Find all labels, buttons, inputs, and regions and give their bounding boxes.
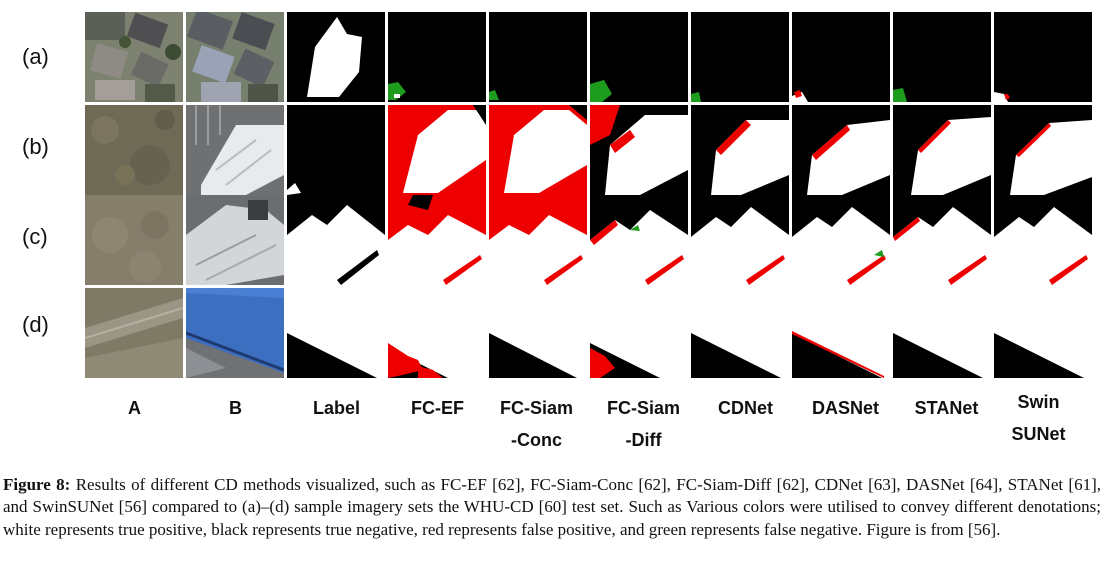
column-label-cdnet: CDNet xyxy=(695,392,796,424)
row-label-a: (a) xyxy=(22,44,49,69)
column-label-b: B xyxy=(185,392,286,424)
image-a-b xyxy=(85,105,183,195)
row-label-c: (c) xyxy=(22,224,48,249)
caption-text: Results of different CD methods visualiz… xyxy=(3,475,1101,539)
image-dasnet-d xyxy=(792,288,890,378)
image-b-c xyxy=(186,195,284,285)
caption-label: Figure 8: xyxy=(3,475,71,494)
image-a-c xyxy=(85,195,183,285)
image-fcef-b xyxy=(388,105,486,195)
image-stanet-c xyxy=(893,195,991,285)
image-label-d xyxy=(287,288,385,378)
column-label-line1: FC-EF xyxy=(411,398,464,418)
image-label-c xyxy=(287,195,385,285)
image-fcsiamconc-c xyxy=(489,195,587,285)
image-b-b xyxy=(186,105,284,195)
image-swinsunet-c xyxy=(994,195,1092,285)
image-fcsiamdiff-b xyxy=(590,105,688,195)
image-cdnet-c xyxy=(691,195,789,285)
column-label-swinsunet: Swin SUNet xyxy=(988,386,1089,450)
image-fcsiamdiff-d xyxy=(590,288,688,378)
image-dasnet-a xyxy=(792,12,890,102)
image-swinsunet-b xyxy=(994,105,1092,195)
column-label-fcsiamconc: FC-Siam -Conc xyxy=(486,392,587,456)
column-label-line1: B xyxy=(229,398,242,418)
column-label-line2: SUNet xyxy=(1011,424,1066,444)
column-label-line1: FC-Siam xyxy=(606,398,680,418)
image-dasnet-b xyxy=(792,105,890,195)
image-label-b xyxy=(287,105,385,195)
column-label-fcef: FC-EF xyxy=(387,392,488,424)
image-dasnet-c xyxy=(792,195,890,285)
column-label-fcsiamdiff: FC-Siam -Diff xyxy=(593,392,694,456)
image-b-a xyxy=(186,12,284,102)
image-fcsiamconc-d xyxy=(489,288,587,378)
image-cdnet-a xyxy=(691,12,789,102)
image-fcsiamconc-a xyxy=(489,12,587,102)
column-label-a: A xyxy=(84,392,185,424)
column-label-line2: -Conc xyxy=(511,430,562,450)
image-fcef-d xyxy=(388,288,486,378)
column-label-line1: Label xyxy=(312,398,360,418)
image-swinsunet-d xyxy=(994,288,1092,378)
column-label-line1: A xyxy=(128,398,141,418)
row-label-b: (b) xyxy=(22,134,49,159)
image-fcef-c xyxy=(388,195,486,285)
image-fcef-a xyxy=(388,12,486,102)
image-a-d xyxy=(85,288,183,378)
image-a-a xyxy=(85,12,183,102)
column-label-stanet: STANet xyxy=(896,392,997,424)
image-stanet-a xyxy=(893,12,991,102)
column-label-line1: STANet xyxy=(914,398,979,418)
image-cdnet-b xyxy=(691,105,789,195)
image-stanet-d xyxy=(893,288,991,378)
image-stanet-b xyxy=(893,105,991,195)
figure-caption: Figure 8: Results of different CD method… xyxy=(3,474,1101,541)
image-fcsiamconc-b xyxy=(489,105,587,195)
row-label-d: (d) xyxy=(22,312,49,337)
image-cdnet-d xyxy=(691,288,789,378)
column-label-line1: Swin xyxy=(1017,392,1060,412)
column-label-line1: CDNet xyxy=(717,398,773,418)
column-label-line2: -Diff xyxy=(625,430,662,450)
column-label-line1: DASNet xyxy=(811,398,879,418)
image-fcsiamdiff-a xyxy=(590,12,688,102)
image-swinsunet-a xyxy=(994,12,1092,102)
column-label-label: Label xyxy=(286,392,387,424)
column-label-dasnet: DASNet xyxy=(795,392,896,424)
image-label-a xyxy=(287,12,385,102)
image-fcsiamdiff-c xyxy=(590,195,688,285)
column-label-line1: FC-Siam xyxy=(499,398,573,418)
image-b-d xyxy=(186,288,284,378)
